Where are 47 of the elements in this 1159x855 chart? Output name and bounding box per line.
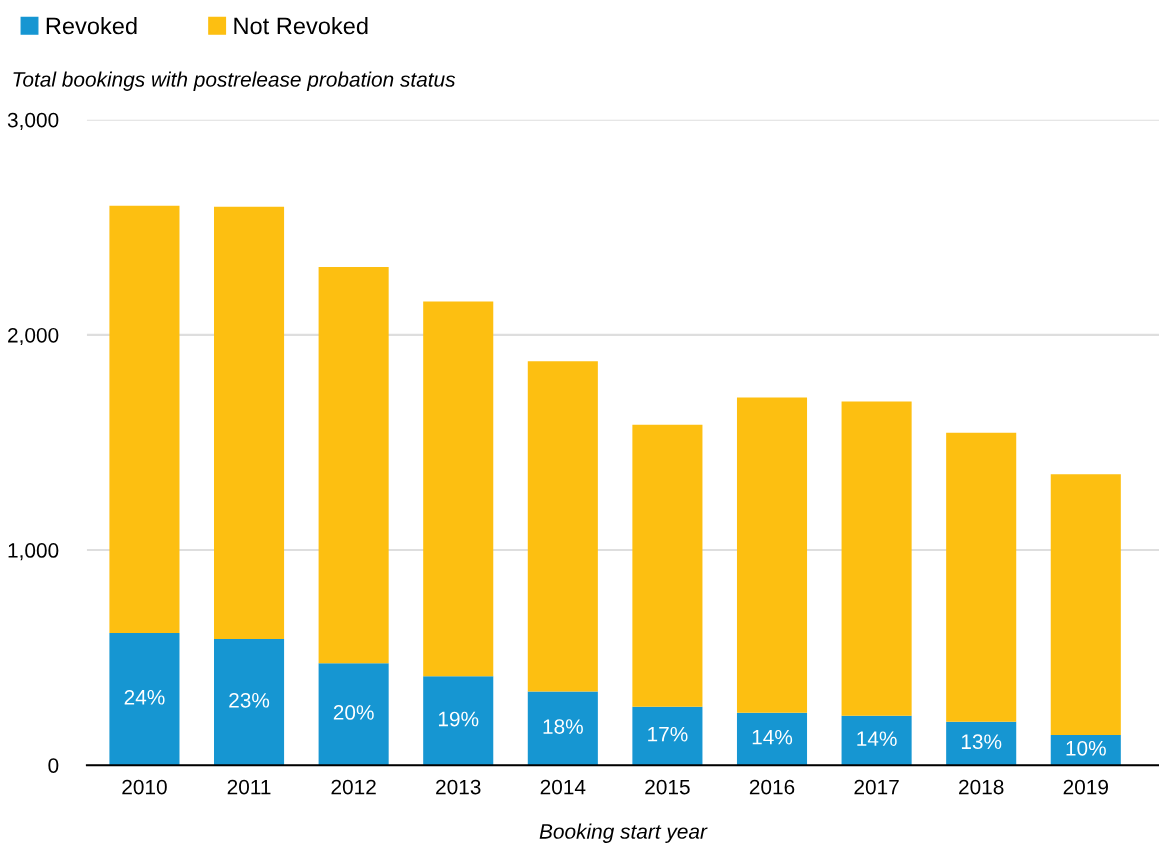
annotation: 14% (857, 731, 897, 746)
x-tick-label: 2015 (645, 779, 690, 795)
bar (632, 706, 703, 766)
legend-label: Not Revoked (234, 16, 368, 35)
x-tick-label: 2011 (227, 779, 271, 795)
bar (632, 424, 703, 707)
annotation: 20% (333, 705, 374, 720)
annotation: 19% (438, 711, 479, 727)
x-tick-label: 2012 (331, 779, 376, 795)
annotation: 13% (961, 734, 1002, 750)
annotation: 14% (752, 729, 793, 745)
legend-label: Revoked (46, 16, 137, 35)
x-tick-label: 2013 (436, 779, 481, 795)
bar (736, 712, 808, 766)
annotation: 24% (124, 689, 165, 705)
bar (318, 267, 389, 664)
bar (527, 691, 598, 766)
bar (109, 205, 180, 633)
annotation: 18% (543, 719, 583, 734)
y-tick-label: 1,000 (8, 543, 59, 561)
x-tick-label: 2014 (540, 779, 586, 795)
y-tick-label: 2,000 (8, 327, 59, 346)
bar (214, 638, 285, 766)
annotation: 23% (229, 692, 270, 708)
bar (946, 432, 1017, 722)
bar (946, 721, 1017, 766)
annotation: 10% (1066, 740, 1106, 756)
x-tick-label: 2019 (1063, 779, 1108, 795)
y-tick-label: 0 (48, 758, 59, 773)
bar (423, 301, 494, 677)
bar (214, 206, 285, 639)
bar (109, 632, 180, 766)
x-tick-label: 2010 (122, 779, 167, 795)
y-tick-label: 3,000 (7, 112, 59, 130)
x-tick-label: 2017 (854, 779, 899, 795)
bar (841, 401, 912, 716)
bar (527, 361, 598, 692)
x-axis-title: Booking start year (539, 823, 708, 843)
bar (423, 676, 494, 766)
bar (841, 715, 912, 766)
x-tick-label: 2016 (749, 779, 795, 795)
bar (1050, 474, 1121, 735)
y-axis-title: Total bookings with postrelease probation status (13, 71, 456, 91)
bar (318, 663, 389, 766)
x-tick-label: 2018 (959, 779, 1004, 795)
annotation: 17% (648, 726, 688, 742)
bar (736, 397, 808, 713)
